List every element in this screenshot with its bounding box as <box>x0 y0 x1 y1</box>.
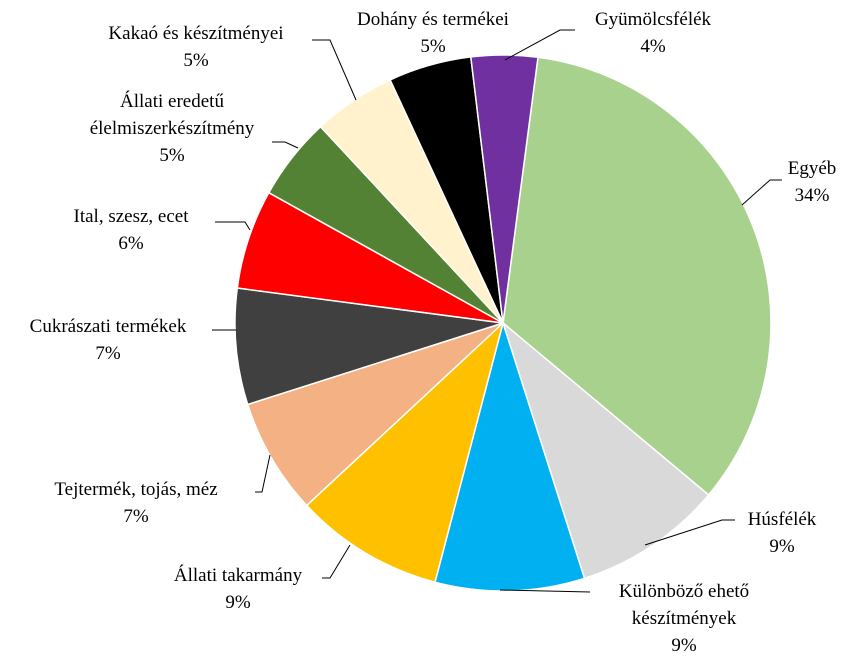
value-label: 9% <box>671 635 697 656</box>
pie-slice <box>234 287 504 406</box>
leader-line <box>272 141 299 149</box>
pie-slice <box>502 56 772 496</box>
slice-label: Dohány és termékei 5% <box>333 6 533 60</box>
slice-label: Állati eredetű élelmiszerkészítmény 5% <box>62 88 282 169</box>
value-label: 5% <box>420 36 446 57</box>
slice-label: Ital, szesz, ecet 6% <box>36 203 226 257</box>
category-name: Egyéb <box>787 158 837 179</box>
value-label: 34% <box>794 185 830 206</box>
slice-label: Cukrászati termékek 7% <box>3 313 213 367</box>
value-label: 9% <box>769 536 795 557</box>
leader-line <box>644 519 735 546</box>
category-name: Állati eredetű élelmiszerkészítmény <box>89 91 255 139</box>
slice-label: Egyéb 34% <box>767 155 846 209</box>
category-name: Állati takarmány <box>173 565 303 586</box>
value-label: 9% <box>225 592 251 613</box>
category-name: Gyümölcsfélék <box>594 9 712 30</box>
category-name: Kakaó és készítményei <box>108 23 284 44</box>
pie-slice <box>305 320 505 584</box>
pie-slice <box>246 322 504 507</box>
slice-label: Gyümölcsfélék 4% <box>573 6 733 60</box>
category-name: Húsfélék <box>747 509 817 530</box>
value-label: 7% <box>95 343 121 364</box>
leader-line <box>312 39 357 101</box>
slice-label: Különböző ehető készítmények 9% <box>589 578 779 659</box>
leader-line <box>322 544 351 579</box>
leader-line <box>215 221 251 231</box>
category-name: Ital, szesz, ecet <box>73 206 189 227</box>
leader-line <box>499 589 591 593</box>
slice-label: Állati takarmány 9% <box>148 562 328 616</box>
pie-slice <box>469 54 539 324</box>
category-name: Különböző ehető készítmények <box>618 581 750 629</box>
slice-label: Kakaó és készítményei 5% <box>76 20 316 74</box>
pie-slice <box>434 320 586 592</box>
leader-line <box>255 454 271 493</box>
category-name: Cukrászati termékek <box>29 316 187 337</box>
slice-label: Tejtermék, tojás, méz 7% <box>11 476 261 530</box>
slice-label: Húsfélék 9% <box>732 506 832 560</box>
pie-slice <box>501 320 710 580</box>
value-label: 6% <box>118 233 144 254</box>
value-label: 5% <box>183 50 209 71</box>
value-label: 4% <box>640 36 666 57</box>
category-name: Tejtermék, tojás, méz <box>54 479 218 500</box>
value-label: 5% <box>159 145 185 166</box>
value-label: 7% <box>123 506 149 527</box>
leader-line <box>741 179 782 206</box>
leader-line <box>504 29 575 61</box>
category-name: Dohány és termékei <box>357 9 509 30</box>
